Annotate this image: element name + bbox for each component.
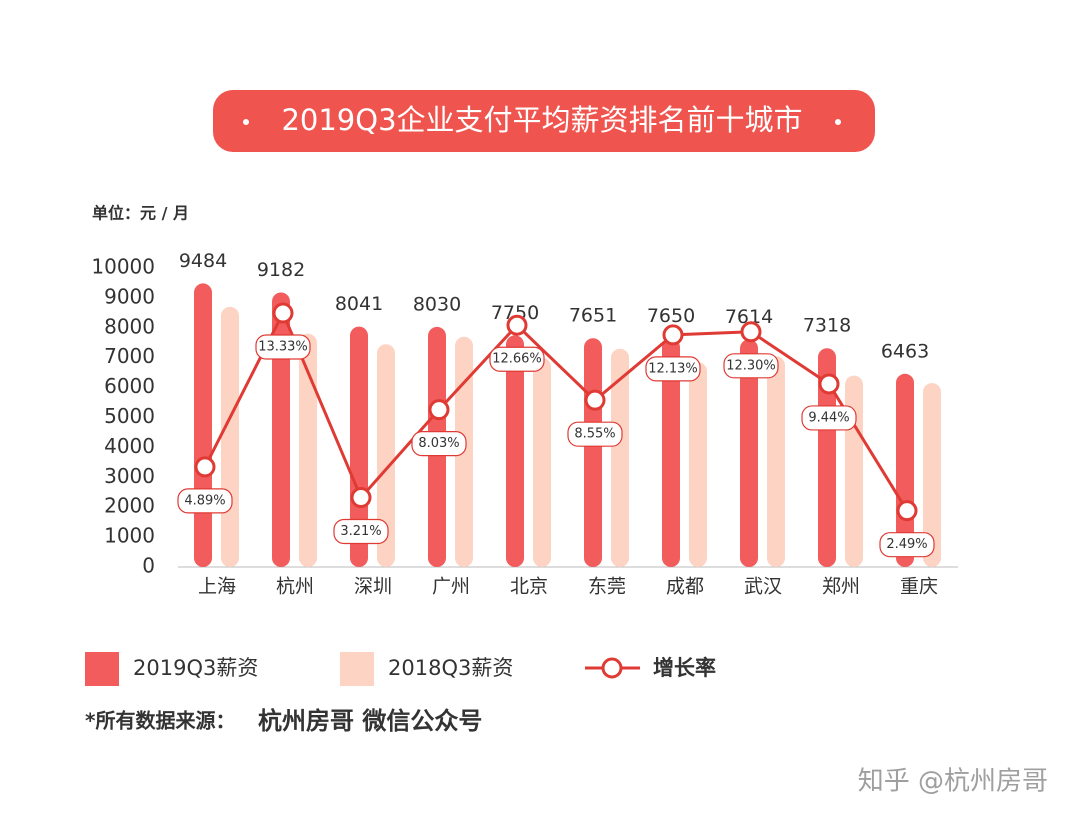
line-point [350, 487, 372, 509]
title-dot [835, 119, 841, 125]
bar [584, 338, 602, 567]
bar [818, 348, 836, 567]
x-tick-label: 深圳 [354, 576, 392, 598]
y-tick-label: 1000 [104, 524, 155, 548]
label-box [801, 405, 857, 431]
legend-label: 2019Q3薪资 [133, 656, 258, 680]
bar [845, 375, 863, 567]
line-point [428, 399, 450, 421]
legend-marker [601, 657, 623, 679]
line-point [506, 314, 528, 336]
y-tick-label: 4000 [104, 434, 155, 458]
line-point [272, 302, 294, 324]
bar [194, 283, 212, 567]
bar [221, 306, 239, 567]
x-tick-label: 成都 [666, 576, 704, 598]
bar [272, 292, 290, 567]
y-tick-label: 7000 [104, 344, 155, 368]
bar [506, 335, 524, 567]
x-tick-label: 杭州 [276, 576, 314, 598]
label-box [489, 346, 545, 372]
bar [767, 356, 785, 567]
x-tick-label: 广州 [432, 576, 470, 598]
y-tick-label: 6000 [104, 374, 155, 398]
title-dot [243, 119, 249, 125]
label-box [177, 488, 233, 514]
value-label: 13.33% [258, 340, 308, 355]
label-box [723, 353, 779, 379]
line-point [584, 389, 606, 411]
value-label: 12.13% [648, 361, 698, 376]
value-label: 6463 [881, 340, 929, 362]
label-box [255, 334, 311, 360]
y-tick-label: 9000 [104, 284, 155, 308]
bar [740, 339, 758, 567]
value-label: 7750 [491, 302, 539, 324]
value-label: 12.30% [726, 358, 776, 373]
value-label: 4.89% [184, 493, 225, 508]
y-tick-label: 10000 [91, 255, 155, 279]
bar [662, 338, 680, 567]
title-banner [213, 90, 875, 152]
y-tick-label: 8000 [104, 314, 155, 338]
value-label: 8.03% [418, 436, 459, 451]
value-label: 9.44% [808, 410, 849, 425]
value-label: 12.66% [492, 352, 542, 367]
source: 杭州房哥 微信公众号 [258, 707, 482, 735]
line-point [194, 456, 216, 478]
source-prefix: *所有数据来源： [85, 709, 235, 733]
line-point [896, 500, 918, 522]
bar [299, 333, 317, 567]
bar [689, 362, 707, 567]
chart-title: 2019Q3企业支付平均薪资排名前十城市 [281, 103, 802, 137]
bar [533, 357, 551, 567]
bar [923, 383, 941, 567]
label-box [645, 356, 701, 382]
line-point [740, 321, 762, 343]
y-tick-label: 3000 [104, 464, 155, 488]
x-tick-label: 东莞 [588, 576, 626, 598]
line [203, 309, 909, 512]
value-label: 7650 [647, 305, 695, 327]
label-box [567, 421, 623, 447]
line-point [818, 373, 840, 395]
value-label: 8030 [413, 293, 461, 315]
legend-swatch [85, 652, 119, 686]
legend-label: 增长率 [653, 656, 716, 680]
y-tick-label: 5000 [104, 404, 155, 428]
x-tick-label: 上海 [198, 576, 236, 598]
watermark: 知乎 @杭州房哥 [858, 767, 1048, 797]
y-tick-label: 0 [142, 554, 155, 578]
value-label: 2.49% [886, 537, 927, 552]
x-tick-label: 北京 [510, 576, 548, 598]
value-label: 7614 [725, 306, 773, 328]
unit-label: 单位：元 / 月 [92, 204, 189, 223]
x-tick-label: 武汉 [744, 576, 782, 598]
value-label: 8041 [335, 293, 383, 315]
value-label: 7318 [803, 315, 851, 337]
bar [611, 348, 629, 567]
line-point [662, 324, 684, 346]
y-tick-label: 2000 [104, 494, 155, 518]
x-tick-label: 重庆 [900, 576, 938, 598]
legend-swatch [340, 652, 374, 686]
label-box [333, 518, 389, 545]
label-box [411, 431, 467, 457]
bar [377, 344, 395, 567]
value-label: 9182 [257, 259, 305, 281]
x-tick-label: 郑州 [822, 576, 860, 598]
value-label: 3.21% [340, 524, 381, 539]
value-label: 9484 [179, 250, 227, 272]
value-label: 8.55% [574, 427, 615, 442]
value-label: 7651 [569, 305, 617, 327]
label-box [879, 532, 935, 558]
legend-label: 2018Q3薪资 [388, 656, 513, 680]
